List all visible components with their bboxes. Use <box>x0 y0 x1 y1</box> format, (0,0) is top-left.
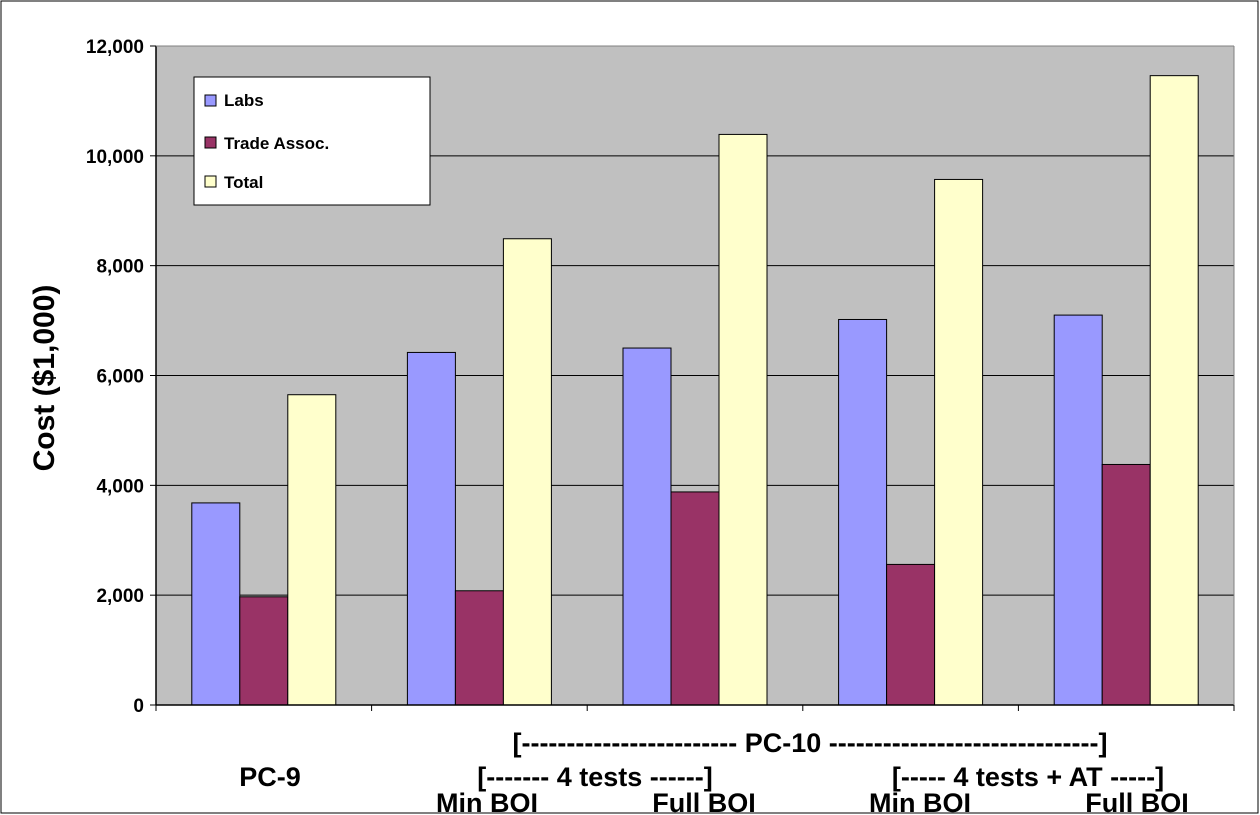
y-tick-label: 2,000 <box>96 586 144 607</box>
bar-total <box>1149 75 1199 706</box>
category-label-pc9: PC-9 <box>239 762 301 792</box>
legend-swatch-trade-assoc <box>204 136 217 149</box>
category-label-full-boi-1: Full BOI <box>652 788 756 815</box>
bar-labs <box>838 318 888 706</box>
category-label-min-boi-1: Min BOI <box>436 788 538 815</box>
y-axis-label: Cost ($1,000) <box>28 285 61 472</box>
legend-box <box>193 76 431 206</box>
y-tick-label: 12,000 <box>86 37 144 58</box>
bar-labs <box>191 502 241 706</box>
legend-swatch-labs <box>204 94 217 107</box>
legend-label-trade-assoc: Trade Assoc. <box>224 134 329 153</box>
bar-trade-assoc <box>1101 463 1151 706</box>
legend: Labs Trade Assoc. Total <box>193 76 431 206</box>
group-label-4-tests: [------- 4 tests ------] <box>477 762 712 792</box>
bar-labs <box>622 347 672 706</box>
bar-trade-assoc <box>454 590 504 706</box>
bar-total <box>502 238 552 706</box>
y-tick-label: 10,000 <box>86 147 144 168</box>
bar-trade-assoc <box>239 596 289 706</box>
group-label-pc10: [------------------------ PC-10 --------… <box>512 728 1107 758</box>
y-tick-label: 6,000 <box>96 367 144 388</box>
y-tick-label: 0 <box>133 696 144 717</box>
legend-label-labs: Labs <box>224 91 264 110</box>
legend-swatch-total <box>204 175 217 188</box>
legend-label-total: Total <box>224 173 263 192</box>
bar-labs <box>1053 314 1103 706</box>
bar-trade-assoc <box>670 491 720 706</box>
y-tick-label: 8,000 <box>96 257 144 278</box>
category-label-full-boi-2: Full BOI <box>1085 788 1189 815</box>
bar-labs <box>406 351 456 706</box>
bar-total <box>287 394 337 706</box>
y-tick-label: 4,000 <box>96 476 144 497</box>
category-label-min-boi-2: Min BOI <box>869 788 971 815</box>
group-label-4-tests-at: [----- 4 tests + AT -----] <box>892 762 1164 792</box>
y-tick-labels: 0 2,000 4,000 6,000 8,000 10,000 12,000 <box>86 37 144 717</box>
bar-total <box>718 133 768 706</box>
axes <box>150 45 1235 711</box>
bar-trade-assoc <box>886 563 936 706</box>
bar-total <box>934 178 984 706</box>
